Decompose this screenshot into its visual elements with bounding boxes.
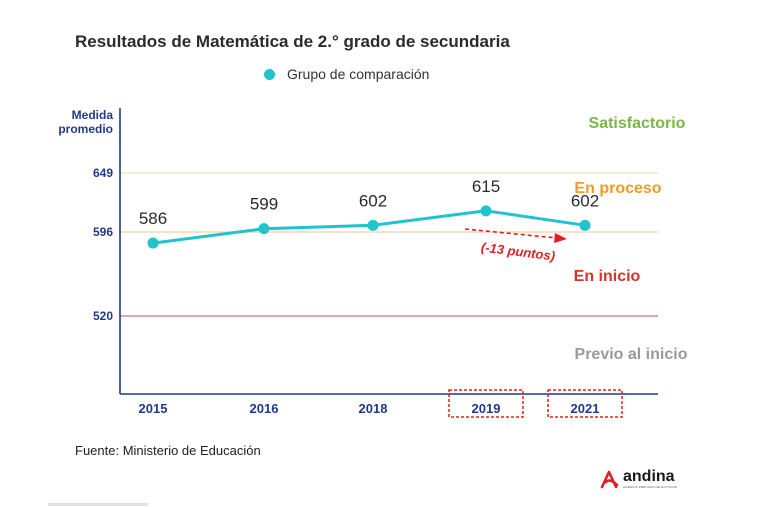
x-tick-2021: 2021 xyxy=(571,401,600,416)
highlight-box-2021 xyxy=(547,389,623,418)
annotation-arrowhead xyxy=(554,233,567,243)
x-tick-labels: 2015 2016 2018 2019 2021 xyxy=(139,401,600,416)
zone-label-3: En inicio xyxy=(574,268,641,285)
zone-label-4: Previo al inicio xyxy=(575,346,688,363)
annotation-label: (-13 puntos) xyxy=(480,240,556,264)
data-label-2015: 586 xyxy=(139,209,167,228)
x-tick-2019: 2019 xyxy=(472,401,501,416)
zone-label-2: En proceso xyxy=(574,180,661,197)
andina-logo: andina AGENCIA PERUANA DE NOTICIAS xyxy=(598,468,677,490)
y-tick-596: 596 xyxy=(93,225,113,239)
legend-label: Grupo de comparación xyxy=(287,66,430,82)
data-point-2015 xyxy=(147,237,159,249)
legend: Grupo de comparación xyxy=(264,66,429,82)
data-point-2021 xyxy=(579,219,591,231)
reference-lines xyxy=(120,172,658,317)
data-label-2021: 602 xyxy=(571,191,599,210)
x-tick-2016: 2016 xyxy=(250,401,279,416)
data-label-2016: 599 xyxy=(250,195,278,214)
y-axis-label-line: Medida xyxy=(72,108,114,122)
y-tick-labels: 649 596 520 xyxy=(93,166,113,323)
data-point-2019 xyxy=(480,205,492,217)
highlight-boxes xyxy=(448,389,623,418)
andina-logo-icon xyxy=(600,470,619,489)
annotation-arrow-line xyxy=(464,228,558,239)
annotation: (-13 puntos) xyxy=(464,228,567,264)
data-label-2019: 615 xyxy=(472,177,500,196)
data-point-2018 xyxy=(367,219,379,231)
chart-title: Resultados de Matemática de 2.° grado de… xyxy=(75,32,510,51)
legend-marker xyxy=(264,68,275,80)
x-tick-2018: 2018 xyxy=(359,401,388,416)
logo-brand: andina xyxy=(623,468,675,485)
divider xyxy=(48,503,148,506)
logo-tagline: AGENCIA PERUANA DE NOTICIAS xyxy=(623,485,677,489)
y-axis-label-line: promedio xyxy=(58,122,113,136)
source-note: Fuente: Ministerio de Educación xyxy=(75,443,261,458)
y-tick-520: 520 xyxy=(93,309,113,323)
data-point-2016 xyxy=(258,223,270,235)
data-points xyxy=(147,205,591,249)
zone-label-1: Satisfactorio xyxy=(589,115,686,132)
zone-labels: Satisfactorio En proceso En inicio Previo a… xyxy=(574,115,688,363)
highlight-box-2019 xyxy=(448,389,524,418)
y-tick-649: 649 xyxy=(93,166,113,180)
axes xyxy=(119,108,658,395)
data-labels: 586 599 602 615 602 xyxy=(139,177,599,228)
x-tick-2015: 2015 xyxy=(139,401,168,416)
data-label-2018: 602 xyxy=(359,191,387,210)
